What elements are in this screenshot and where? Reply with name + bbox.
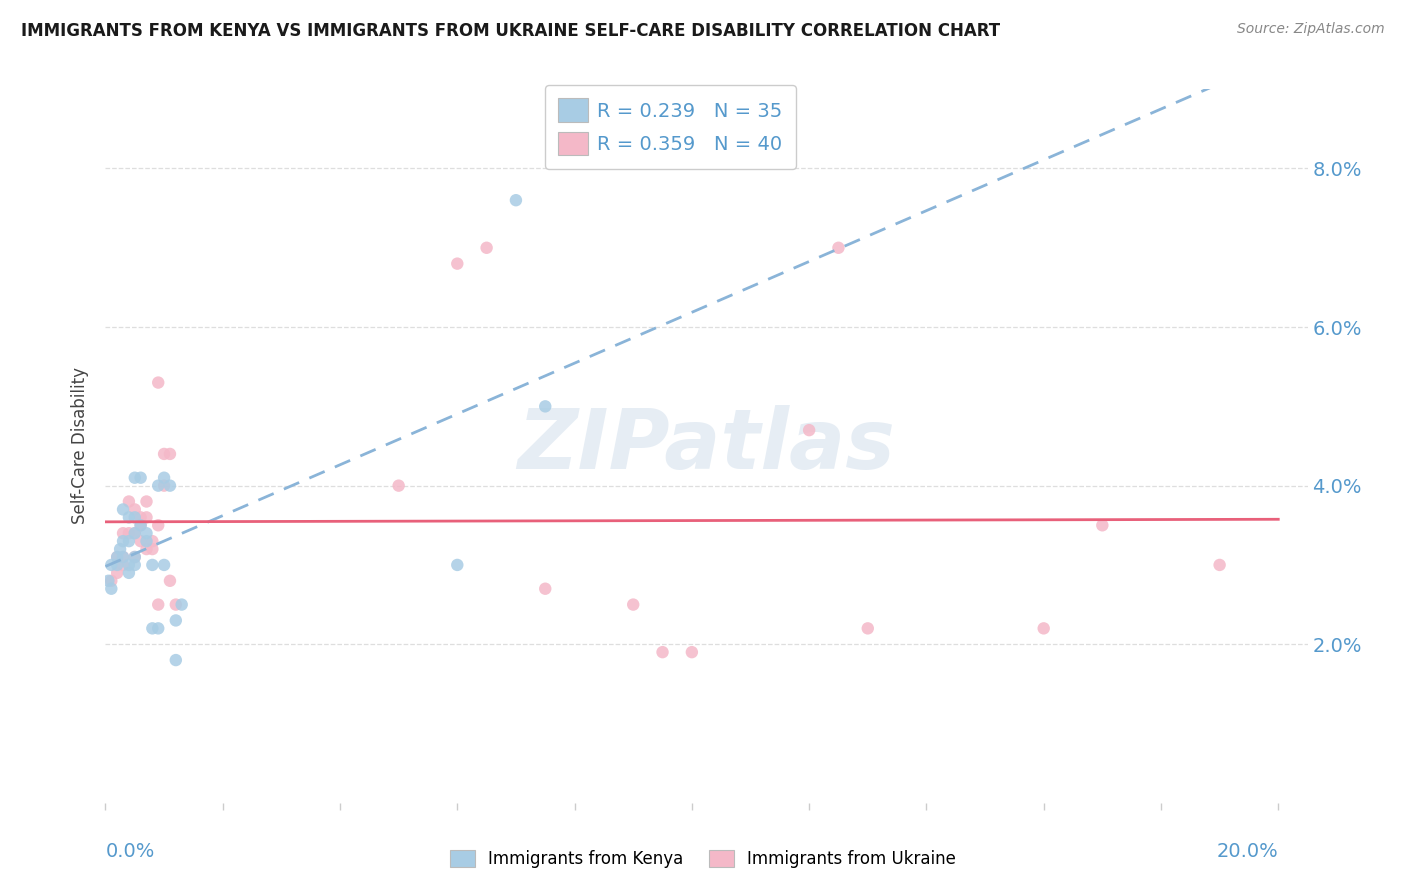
Point xyxy=(1208,558,1230,572)
Point xyxy=(170,598,193,612)
Point xyxy=(124,526,146,541)
Point xyxy=(118,510,141,524)
Point xyxy=(118,494,141,508)
Point xyxy=(124,471,146,485)
Point xyxy=(388,478,411,492)
Point xyxy=(108,542,131,557)
Point xyxy=(112,526,135,541)
Point xyxy=(97,574,120,588)
Point xyxy=(141,558,163,572)
Point xyxy=(129,510,152,524)
Point xyxy=(124,549,146,564)
Point xyxy=(135,494,157,508)
Text: ZIPatlas: ZIPatlas xyxy=(517,406,896,486)
Point xyxy=(475,241,498,255)
Text: IMMIGRANTS FROM KENYA VS IMMIGRANTS FROM UKRAINE SELF-CARE DISABILITY CORRELATIO: IMMIGRANTS FROM KENYA VS IMMIGRANTS FROM… xyxy=(21,22,1000,40)
Point xyxy=(135,534,157,549)
Point xyxy=(446,257,468,271)
Point xyxy=(159,447,181,461)
Point xyxy=(148,376,170,390)
Point xyxy=(112,534,135,549)
Point xyxy=(124,502,146,516)
Point xyxy=(165,614,187,628)
Point xyxy=(141,621,163,635)
Point xyxy=(118,526,141,541)
Point xyxy=(118,566,141,580)
Point xyxy=(112,549,135,564)
Point xyxy=(856,621,879,635)
Point xyxy=(124,549,146,564)
Y-axis label: Self-Care Disability: Self-Care Disability xyxy=(72,368,90,524)
Point xyxy=(112,502,135,516)
Point xyxy=(135,510,157,524)
Point xyxy=(112,549,135,564)
Point xyxy=(124,558,146,572)
Point xyxy=(129,518,152,533)
Point xyxy=(681,645,703,659)
Point xyxy=(105,549,128,564)
Legend: Immigrants from Kenya, Immigrants from Ukraine: Immigrants from Kenya, Immigrants from U… xyxy=(443,843,963,875)
Point xyxy=(1032,621,1054,635)
Point xyxy=(100,582,122,596)
Point xyxy=(148,478,170,492)
Point xyxy=(100,574,122,588)
Text: 0.0%: 0.0% xyxy=(105,842,155,861)
Point xyxy=(148,621,170,635)
Point xyxy=(118,534,141,549)
Point xyxy=(135,526,157,541)
Text: Source: ZipAtlas.com: Source: ZipAtlas.com xyxy=(1237,22,1385,37)
Legend: R = 0.239   N = 35, R = 0.359   N = 40: R = 0.239 N = 35, R = 0.359 N = 40 xyxy=(544,85,796,169)
Point xyxy=(124,526,146,541)
Point xyxy=(159,574,181,588)
Point xyxy=(141,534,163,549)
Point xyxy=(118,558,141,572)
Point xyxy=(112,558,135,572)
Point xyxy=(621,598,644,612)
Point xyxy=(148,518,170,533)
Point xyxy=(827,241,849,255)
Point xyxy=(165,653,187,667)
Point xyxy=(534,400,557,414)
Point xyxy=(505,193,527,207)
Point xyxy=(153,558,176,572)
Point xyxy=(129,518,152,533)
Point xyxy=(100,558,122,572)
Point xyxy=(105,566,128,580)
Point xyxy=(148,598,170,612)
Point xyxy=(124,510,146,524)
Point xyxy=(135,542,157,557)
Point xyxy=(153,447,176,461)
Point xyxy=(165,598,187,612)
Point xyxy=(141,542,163,557)
Point xyxy=(129,471,152,485)
Point xyxy=(129,534,152,549)
Point xyxy=(1091,518,1114,533)
Text: 20.0%: 20.0% xyxy=(1216,842,1278,861)
Point xyxy=(105,558,128,572)
Point xyxy=(105,549,128,564)
Point xyxy=(153,478,176,492)
Point xyxy=(651,645,673,659)
Point xyxy=(159,478,181,492)
Point xyxy=(534,582,557,596)
Point xyxy=(446,558,468,572)
Point xyxy=(797,423,820,437)
Point xyxy=(153,471,176,485)
